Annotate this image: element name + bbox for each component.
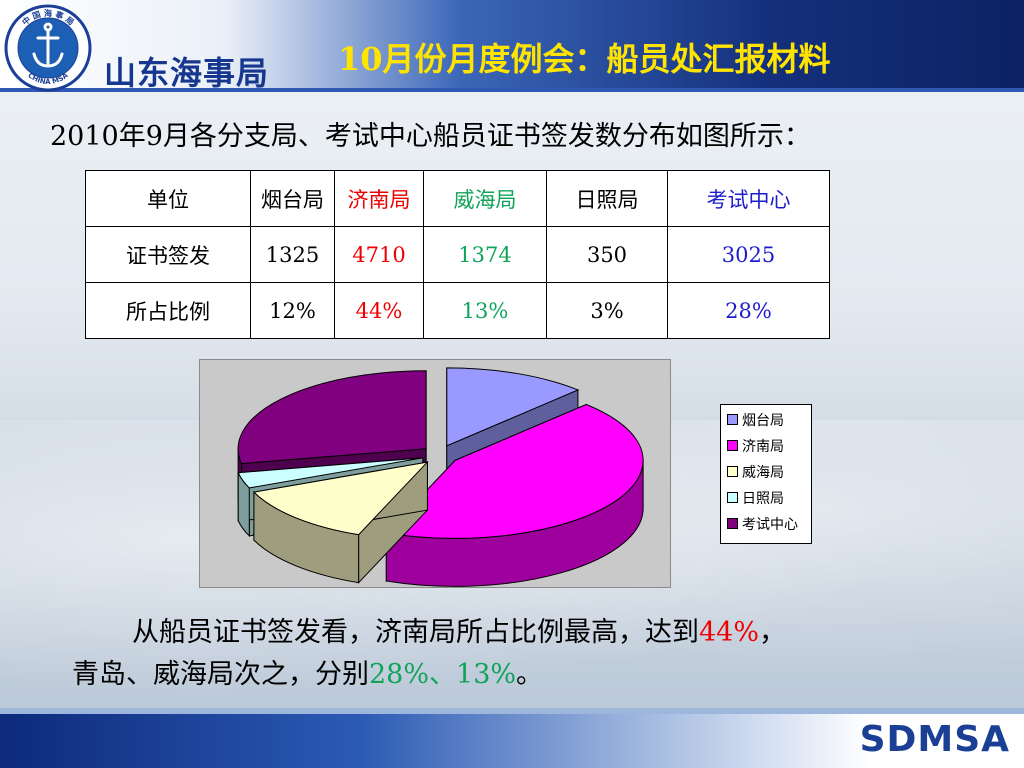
table-header-cell: 威海局 [423, 170, 547, 227]
table-row-label: 所占比例 [85, 282, 251, 339]
table-cell: 350 [546, 226, 668, 283]
legend-item: 日照局 [727, 489, 784, 509]
legend-item: 考试中心 [727, 515, 798, 535]
footer-brand: SDMSA [859, 719, 1010, 760]
legend-swatch [727, 413, 738, 425]
legend-swatch [727, 439, 738, 451]
legend-label: 济南局 [742, 439, 784, 455]
table-header-cell: 烟台局 [250, 170, 335, 227]
table-header-cell: 济南局 [334, 170, 424, 227]
table-row-label: 证书签发 [85, 226, 251, 283]
chart-legend: 烟台局济南局威海局日照局考试中心 [720, 404, 812, 544]
legend-swatch [727, 491, 738, 503]
table-cell: 28% [667, 282, 830, 339]
table-cell: 1374 [423, 226, 547, 283]
anchor-icon [32, 22, 64, 68]
header-divider [0, 88, 1024, 92]
conclusion-line-1: 从船员证书签发看，济南局所占比例最高，达到44%， [72, 612, 972, 654]
conclusion-line2-end: 。 [516, 659, 544, 690]
pie-chart-area [199, 359, 671, 588]
table-cell: 44% [334, 282, 424, 339]
slide-title: 10月份月度例会：船员处汇报材料 [338, 40, 831, 78]
conclusion-highlight-1: 44% [699, 617, 760, 648]
table-cell: 12% [250, 282, 335, 339]
footer-stripe [0, 708, 1024, 714]
table-cell: 4710 [334, 226, 424, 283]
legend-item: 威海局 [727, 463, 784, 483]
legend-label: 威海局 [742, 465, 784, 481]
pie-slice-威海局 [252, 460, 429, 584]
conclusion-highlight-2: 28%、13% [369, 659, 517, 690]
table-header-cell: 单位 [85, 170, 251, 227]
legend-item: 济南局 [727, 437, 784, 457]
legend-swatch [727, 465, 738, 477]
pie-slice-济南局 [385, 403, 644, 587]
conclusion-line2-text: 青岛、威海局次之，分别 [72, 659, 369, 690]
conclusion-line1-text: 从船员证书签发看，济南局所占比例最高，达到 [132, 617, 699, 648]
certificate-table: 单位 烟台局 济南局 威海局 日照局 考试中心 证书签发 1325 4710 1… [85, 170, 830, 339]
legend-label: 日照局 [742, 491, 784, 507]
table-cell: 1325 [250, 226, 335, 283]
table-row: 所占比例 12% 44% 13% 3% 28% [85, 282, 830, 339]
conclusion-line-2: 青岛、威海局次之，分别28%、13%。 [72, 654, 972, 696]
china-msa-logo: 中 国 海 事 局 CHINA MSA [4, 4, 92, 92]
conclusion-line1-end: ， [759, 617, 787, 648]
intro-text: 2010年9月各分支局、考试中心船员证书签发数分布如图所示： [50, 121, 811, 152]
legend-item: 烟台局 [727, 411, 784, 431]
footer-bar [0, 708, 1024, 768]
organization-name: 山东海事局 [104, 54, 270, 92]
table-header-cell: 考试中心 [667, 170, 830, 227]
legend-label: 考试中心 [742, 517, 798, 533]
legend-swatch [727, 517, 738, 529]
legend-label: 烟台局 [742, 413, 784, 429]
conclusion-text: 从船员证书签发看，济南局所占比例最高，达到44%， 青岛、威海局次之，分别28%… [72, 612, 972, 696]
table-header-row: 单位 烟台局 济南局 威海局 日照局 考试中心 [85, 170, 830, 227]
table-cell: 3% [546, 282, 668, 339]
table-header-cell: 日照局 [546, 170, 668, 227]
table-cell: 13% [423, 282, 547, 339]
table-row: 证书签发 1325 4710 1374 350 3025 [85, 226, 830, 283]
table-cell: 3025 [667, 226, 830, 283]
pie-chart [237, 367, 644, 587]
header-bar [0, 0, 1024, 92]
